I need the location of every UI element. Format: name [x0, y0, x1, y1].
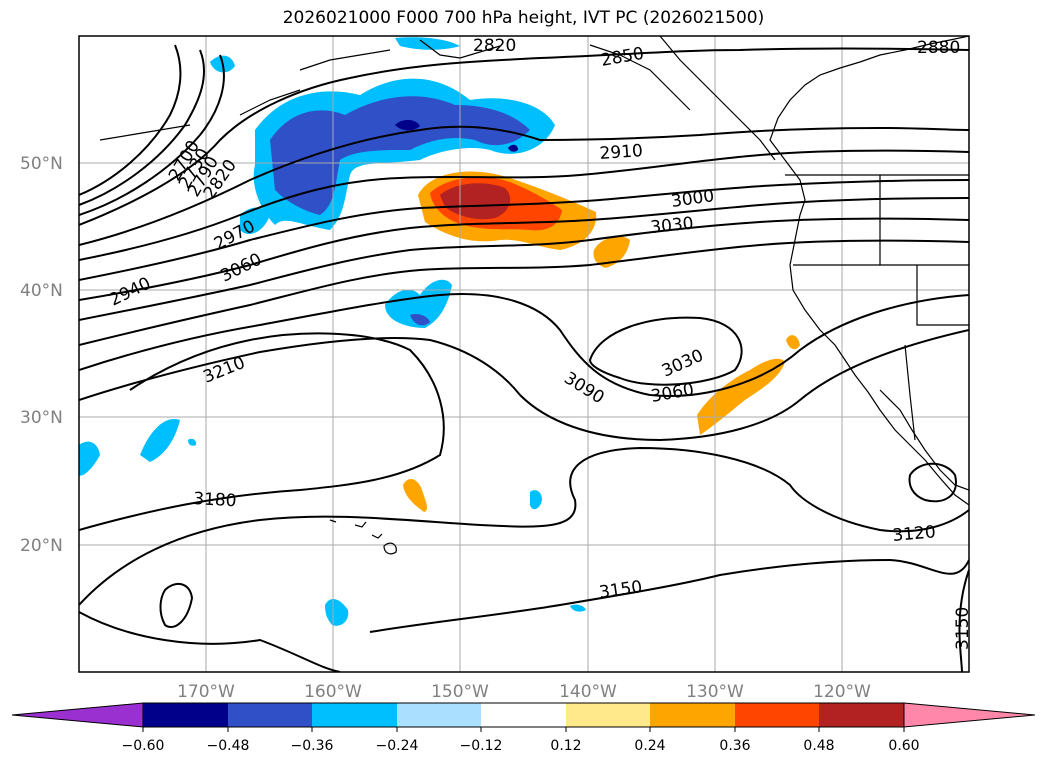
contour-label-3120: 3120 — [892, 522, 937, 546]
colorbar-swatch-1 — [143, 703, 228, 727]
colorbar-swatch-9 — [819, 703, 904, 727]
colorbar-swatch-4 — [397, 703, 481, 727]
negative-anomaly-fields — [79, 37, 586, 626]
contour-label-3150-south: 3150 — [598, 577, 644, 603]
longitude-labels: 170°W 160°W 150°W 140°W 130°W 120°W — [177, 682, 871, 702]
contour-label-2910: 2910 — [599, 141, 644, 164]
colorbar-swatch-5 — [481, 703, 566, 727]
contour-label-3210: 3210 — [200, 353, 248, 388]
latitude-labels: 50°N 40°N 30°N 20°N — [20, 154, 63, 556]
colorbar-under-arrow — [11, 702, 144, 728]
contour-label-2820-top: 2820 — [473, 36, 516, 56]
colorbar-tick: −0.24 — [376, 738, 419, 754]
lon-label-120w: 120°W — [813, 682, 871, 702]
colorbar-tick: −0.48 — [207, 738, 250, 754]
colorbar-swatch-2 — [228, 703, 312, 727]
lon-label-150w: 150°W — [431, 682, 489, 702]
hawaiian-islands — [329, 519, 397, 555]
colorbar-tick: 0.60 — [888, 738, 919, 754]
contour-label-3000: 3000 — [670, 186, 716, 212]
contour-label-2880: 2880 — [917, 38, 960, 58]
lat-label-50n: 50°N — [20, 154, 63, 174]
colorbar-swatch-3 — [312, 703, 397, 727]
lat-label-40n: 40°N — [20, 281, 63, 301]
contour-label-3150-east: 3150 — [953, 607, 973, 650]
contour-label-3060-west: 3060 — [217, 250, 265, 287]
colorbar-tick: 0.12 — [550, 738, 581, 754]
colorbar: −0.60 −0.48 −0.36 −0.24 −0.12 0.12 0.24 … — [11, 702, 1036, 754]
colorbar-tick: −0.60 — [122, 738, 165, 754]
contour-label-3030-north: 3030 — [649, 214, 694, 238]
contour-label-3180: 3180 — [193, 489, 237, 511]
contour-label-2940: 2940 — [106, 274, 154, 311]
lon-label-160w: 160°W — [304, 682, 362, 702]
colorbar-tick: 0.24 — [634, 738, 665, 754]
height-contours — [79, 44, 969, 672]
lon-label-140w: 140°W — [559, 682, 617, 702]
map-frame — [78, 35, 970, 673]
map-gridlines — [79, 36, 969, 672]
colorbar-swatch-6 — [566, 703, 650, 727]
colorbar-swatch-7 — [650, 703, 735, 727]
contour-label-2970: 2970 — [211, 216, 259, 254]
colorbar-tick: −0.36 — [291, 738, 334, 754]
lat-label-30n: 30°N — [20, 408, 63, 428]
positive-anomaly-fields — [403, 171, 800, 512]
contour-label-2850: 2850 — [599, 44, 645, 71]
lon-label-170w: 170°W — [177, 682, 235, 702]
colorbar-over-arrow — [903, 702, 1036, 728]
colorbar-tick: −0.12 — [460, 738, 503, 754]
lat-label-20n: 20°N — [20, 536, 63, 556]
lon-label-130w: 130°W — [686, 682, 744, 702]
colorbar-tick: 0.48 — [803, 738, 834, 754]
map-title: 2026021000 F000 700 hPa height, IVT PC (… — [282, 8, 765, 28]
colorbar-tick: 0.36 — [719, 738, 750, 754]
contour-label-3030-low: 3030 — [659, 346, 707, 382]
colorbar-swatch-8 — [735, 703, 819, 727]
